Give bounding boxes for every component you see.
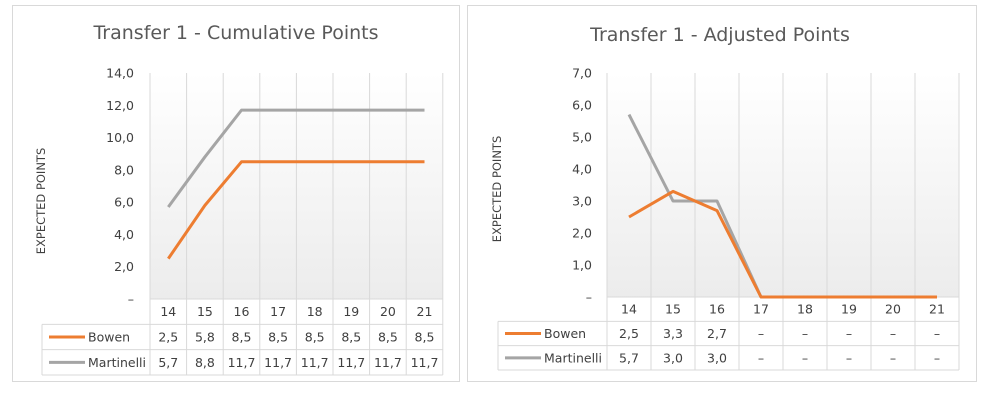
data-table-value: 5,7 bbox=[158, 355, 178, 370]
x-category-label: 17 bbox=[270, 304, 286, 319]
data-table-value: 2,5 bbox=[619, 326, 639, 341]
x-category-label: 19 bbox=[841, 302, 857, 317]
data-table-value: 8,8 bbox=[195, 355, 215, 370]
data-table-value: 11,7 bbox=[301, 355, 329, 370]
data-table-value: 8,5 bbox=[341, 330, 361, 345]
data-table-value: 3,0 bbox=[707, 350, 727, 365]
data-table-value: 8,5 bbox=[305, 330, 325, 345]
y-tick-label: 10,0 bbox=[106, 130, 134, 145]
data-table-value: – bbox=[934, 350, 940, 365]
series-line-bowen bbox=[628, 189, 937, 299]
x-category-label: 18 bbox=[797, 302, 813, 317]
y-tick-label: 4,0 bbox=[114, 227, 134, 242]
y-tick-label: 4,0 bbox=[572, 162, 592, 177]
data-table-value: – bbox=[890, 326, 896, 341]
y-tick-label: 12,0 bbox=[106, 98, 134, 113]
data-table-value: – bbox=[890, 350, 896, 365]
data-table-value: – bbox=[758, 326, 764, 341]
adjusted-points-svg: Transfer 1 - Adjusted Points – 1,0 2,0 3,0 4,… bbox=[490, 24, 960, 371]
x-category-label: 19 bbox=[343, 304, 359, 319]
y-tick-label: 14,0 bbox=[106, 66, 134, 81]
data-table-value: – bbox=[846, 350, 852, 365]
adjusted-points-chart: Transfer 1 - Adjusted Points – 1,0 2,0 3,0 4,… bbox=[467, 5, 977, 382]
chart-title: Transfer 1 - Adjusted Points bbox=[589, 24, 850, 46]
series-line-martinelli bbox=[167, 108, 425, 208]
data-table-value: 8,5 bbox=[268, 330, 288, 345]
data-table-value: 11,7 bbox=[411, 355, 439, 370]
data-table-value: 11,7 bbox=[228, 355, 256, 370]
x-category-label: 21 bbox=[417, 304, 433, 319]
data-table-value: – bbox=[802, 350, 808, 365]
x-category-label: 14 bbox=[160, 304, 176, 319]
y-tick-label: 8,0 bbox=[114, 162, 134, 177]
x-category-label: 16 bbox=[234, 304, 250, 319]
x-category-label: 18 bbox=[307, 304, 323, 319]
data-table-value: 3,3 bbox=[663, 326, 683, 341]
x-category-label: 17 bbox=[753, 302, 769, 317]
data-table-value: 8,5 bbox=[232, 330, 252, 345]
y-tick-label: 2,0 bbox=[572, 226, 592, 241]
y-tick-label: 1,0 bbox=[572, 258, 592, 273]
y-axis-title: EXPECTED POINTS bbox=[490, 136, 504, 242]
y-tick-label: – bbox=[128, 292, 134, 307]
x-category-label: 21 bbox=[929, 302, 945, 317]
x-category-label: 16 bbox=[709, 302, 725, 317]
series-line-bowen bbox=[167, 160, 425, 260]
legend-label: Martinelli bbox=[88, 355, 146, 370]
legend-label: Bowen bbox=[544, 326, 586, 341]
data-table-value: 2,7 bbox=[707, 326, 727, 341]
cumulative-points-chart: Transfer 1 - Cumulative Points – 2,0 4,0 6,0… bbox=[12, 5, 460, 382]
y-tick-label: 6,0 bbox=[572, 98, 592, 113]
data-table-value: 3,0 bbox=[663, 350, 683, 365]
data-table-value: – bbox=[846, 326, 852, 341]
data-table-value: – bbox=[934, 326, 940, 341]
y-tick-label: 7,0 bbox=[572, 66, 592, 81]
cumulative-points-svg: Transfer 1 - Cumulative Points – 2,0 4,0 6,0… bbox=[34, 22, 444, 376]
data-table-value: – bbox=[802, 326, 808, 341]
x-category-label: 14 bbox=[621, 302, 637, 317]
y-tick-label: 6,0 bbox=[114, 195, 134, 210]
y-tick-label: 3,0 bbox=[572, 194, 592, 209]
data-table-value: 5,7 bbox=[619, 350, 639, 365]
y-tick-label: 5,0 bbox=[572, 130, 592, 145]
data-table-value: 5,8 bbox=[195, 330, 215, 345]
y-axis-title: EXPECTED POINTS bbox=[34, 148, 48, 254]
y-tick-label: 2,0 bbox=[114, 259, 134, 274]
legend-label: Bowen bbox=[88, 330, 130, 345]
data-table-value: 8,5 bbox=[378, 330, 398, 345]
data-table-value: 11,7 bbox=[264, 355, 292, 370]
x-category-label: 15 bbox=[197, 304, 213, 319]
x-category-label: 15 bbox=[665, 302, 681, 317]
x-category-label: 20 bbox=[885, 302, 901, 317]
data-table-value: 2,5 bbox=[158, 330, 178, 345]
x-category-label: 20 bbox=[380, 304, 396, 319]
legend-label: Martinelli bbox=[544, 350, 602, 365]
chart-title: Transfer 1 - Cumulative Points bbox=[92, 22, 378, 44]
data-table-value: 11,7 bbox=[337, 355, 365, 370]
data-table-value: 11,7 bbox=[374, 355, 402, 370]
data-table-value: 8,5 bbox=[415, 330, 435, 345]
y-tick-label: – bbox=[586, 290, 592, 305]
data-table-value: – bbox=[758, 350, 764, 365]
